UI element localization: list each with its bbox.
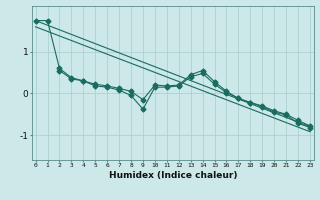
X-axis label: Humidex (Indice chaleur): Humidex (Indice chaleur) [108,171,237,180]
